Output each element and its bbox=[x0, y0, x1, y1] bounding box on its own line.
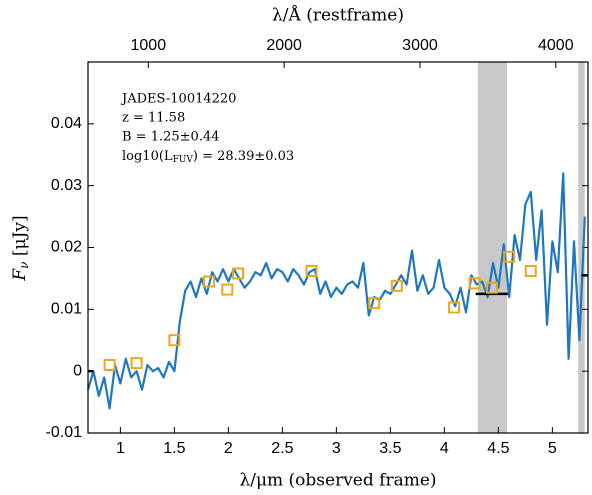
x-label: λ/μm (observed frame) bbox=[239, 471, 436, 491]
photometry-point bbox=[368, 297, 381, 310]
y-tick-label: 0.02 bbox=[51, 239, 82, 256]
x-tick-label: 1.5 bbox=[163, 440, 185, 457]
x2-tick-label: 2000 bbox=[266, 37, 302, 54]
photometry-point bbox=[168, 334, 181, 347]
photometry-point bbox=[202, 275, 215, 288]
x-tick-label: 4 bbox=[440, 440, 449, 457]
x-tick-label: 1 bbox=[116, 440, 125, 457]
annotation: JADES-10014220 bbox=[120, 92, 236, 107]
x2-tick-label: 1000 bbox=[131, 37, 167, 54]
y-label-part: ν bbox=[17, 262, 31, 269]
photometry-point bbox=[448, 301, 461, 314]
photometry-point bbox=[103, 358, 116, 371]
annotation: B = 1.25±0.44 bbox=[122, 130, 220, 145]
shaded-band bbox=[477, 62, 508, 433]
photometry-point bbox=[130, 357, 143, 370]
x-tick-label: 2.5 bbox=[271, 440, 293, 457]
y-tick-label: 0.03 bbox=[51, 177, 82, 194]
plot-frame bbox=[87, 61, 589, 434]
annotation-part: ) = 28.39±0.03 bbox=[193, 149, 294, 164]
x-tick-label: 4.5 bbox=[487, 440, 509, 457]
photometry-point bbox=[305, 264, 318, 277]
photometry-point bbox=[468, 277, 481, 290]
x2-label: λ/Å (restframe) bbox=[272, 5, 404, 26]
y-label-part: [μJy] bbox=[10, 215, 30, 261]
y-tick-label: 0 bbox=[73, 362, 82, 379]
y-tick-label: -0.01 bbox=[46, 424, 83, 441]
y-tick-label: 0.04 bbox=[51, 115, 82, 132]
annotation: log10(LFUV) = 28.39±0.03 bbox=[122, 149, 294, 165]
x-tick-label: 2 bbox=[224, 440, 233, 457]
x-tick-label: 5 bbox=[548, 440, 557, 457]
x-tick-label: 3 bbox=[332, 440, 341, 457]
photometry-point bbox=[485, 281, 498, 294]
y-tick-label: 0.01 bbox=[51, 301, 82, 318]
x2-tick-label: 3000 bbox=[402, 37, 438, 54]
photometry-point bbox=[390, 279, 403, 292]
x-tick-label: 3.5 bbox=[379, 440, 401, 457]
photometry-point bbox=[503, 250, 516, 263]
y-label-part: F bbox=[10, 268, 30, 282]
shaded-band bbox=[578, 62, 585, 433]
spectrum-line bbox=[86, 172, 586, 410]
y-label: Fν [μJy] bbox=[10, 215, 31, 281]
x2-tick-label: 4000 bbox=[538, 37, 574, 54]
annotation-part: log10(L bbox=[122, 149, 173, 164]
annotation: z = 11.58 bbox=[122, 111, 185, 126]
annotation-part: FUV bbox=[173, 155, 194, 165]
photometry-point bbox=[524, 264, 537, 277]
photometry-point bbox=[221, 283, 234, 296]
photometry-point bbox=[232, 267, 245, 280]
